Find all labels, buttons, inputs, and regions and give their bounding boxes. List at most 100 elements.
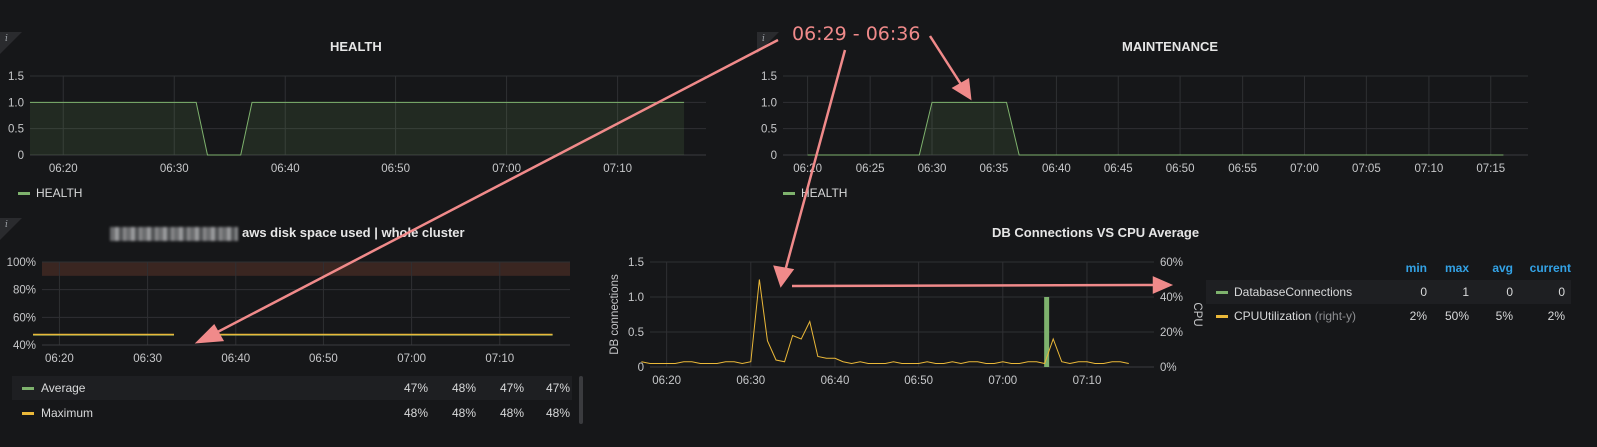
x-tick-label: 06:40 xyxy=(1042,163,1071,175)
db-panel: DB Connections VS CPU Average 0 0.5 1.0 1.5… xyxy=(608,218,1597,447)
x-tick-label: 06:25 xyxy=(856,163,885,175)
legend-value: 2% xyxy=(1547,309,1565,323)
panel-title[interactable]: DB Connections VS CPU Average xyxy=(992,225,1200,240)
disk-legend: Average 47% 48% 47% 47% Maximum 48% 48% … xyxy=(12,376,584,428)
legend-row[interactable]: CPUUtilization (right-y) 2% 50% 5% 2% xyxy=(1206,304,1571,328)
y-tick-label: 1.5 xyxy=(628,257,644,269)
legend-header-min[interactable]: min xyxy=(1405,261,1427,275)
x-tick-label: 06:40 xyxy=(821,375,850,387)
disk-panel: i aws disk space used | whole cluster 40… xyxy=(0,218,600,447)
y-tick-label: 0.5 xyxy=(628,327,644,339)
x-tick-label: 06:30 xyxy=(160,163,189,175)
legend-value: 47% xyxy=(545,381,570,395)
legend-value: 2% xyxy=(1409,309,1427,323)
legend-value: 0 xyxy=(1558,285,1565,299)
x-tick-label: 06:45 xyxy=(1104,163,1133,175)
x-tick-label: 06:50 xyxy=(309,353,338,365)
x-tick-label: 06:30 xyxy=(736,375,765,387)
y-tick-label: 0 xyxy=(638,362,644,374)
health-panel: i HEALTH 0 0.5 1.0 1.5 06:20 06:30 06:40 06:50 0… xyxy=(0,32,760,212)
panel-info-icon[interactable]: i xyxy=(0,218,22,240)
threshold-band xyxy=(42,262,570,276)
legend-value: 5% xyxy=(1495,309,1513,323)
x-tick-label: 06:50 xyxy=(904,375,933,387)
y2-axis-label: CPU xyxy=(1191,302,1203,326)
series-line xyxy=(807,101,1504,156)
x-tick-label: 07:00 xyxy=(492,163,521,175)
legend-swatch xyxy=(22,387,34,390)
x-tick-label: 06:20 xyxy=(49,163,78,175)
x-tick-label: 06:30 xyxy=(133,353,162,365)
legend-value: 50% xyxy=(1444,309,1469,323)
legend-row[interactable]: Average 47% 48% 47% 47% xyxy=(12,376,572,400)
y-tick-label: 40% xyxy=(13,340,36,352)
legend-swatch xyxy=(1216,291,1228,295)
legend-label: CPUUtilization xyxy=(1234,309,1312,323)
x-tick-label: 07:05 xyxy=(1352,163,1381,175)
legend-header-current[interactable]: current xyxy=(1529,261,1571,275)
legend-header-max[interactable]: max xyxy=(1444,261,1469,275)
series-area xyxy=(30,102,685,155)
y2-tick-label: 40% xyxy=(1160,292,1183,304)
legend-item-health[interactable]: HEALTH xyxy=(783,186,847,200)
x-tick-label: 06:30 xyxy=(918,163,947,175)
x-tick-label: 07:10 xyxy=(485,353,514,365)
x-tick-label: 07:00 xyxy=(397,353,426,365)
legend-swatch xyxy=(18,192,30,196)
panel-info-icon[interactable]: i xyxy=(0,32,22,54)
legend-value: 1 xyxy=(1462,285,1469,299)
maintenance-panel: i MAINTENANCE 0 0.5 1.0 1.5 06:20 06:25 06:30 0… xyxy=(757,32,1597,212)
x-tick-label: 06:40 xyxy=(221,353,250,365)
y-axis-label: DB connections xyxy=(609,274,621,355)
y-tick-label: 0 xyxy=(771,150,777,162)
legend-value: 48% xyxy=(499,406,524,420)
db-legend-table: min max avg current DatabaseConnections … xyxy=(1206,256,1571,328)
legend-value: 48% xyxy=(451,406,476,420)
y-tick-label: 0.5 xyxy=(8,124,24,136)
legend-value: 47% xyxy=(499,381,524,395)
y-tick-label: 100% xyxy=(7,257,36,269)
x-tick-label: 07:15 xyxy=(1476,163,1505,175)
panel-title[interactable]: MAINTENANCE xyxy=(1122,39,1219,54)
y-tick-label: 1.0 xyxy=(761,97,777,109)
legend-value: 47% xyxy=(403,381,428,395)
legend-row[interactable]: DatabaseConnections 0 1 0 0 xyxy=(1206,280,1571,304)
x-tick-label: 07:10 xyxy=(1415,163,1444,175)
legend-header-avg[interactable]: avg xyxy=(1492,261,1513,275)
legend-header-row: min max avg current xyxy=(1206,256,1571,280)
legend-scrollbar[interactable] xyxy=(579,376,583,424)
legend-row[interactable]: Maximum 48% 48% 48% 48% xyxy=(12,401,572,425)
bar-mark xyxy=(1044,297,1050,367)
x-tick-label: 06:40 xyxy=(271,163,300,175)
y2-tick-label: 0% xyxy=(1160,362,1177,374)
series-line xyxy=(641,279,1129,365)
x-tick-label: 06:50 xyxy=(381,163,410,175)
series-area xyxy=(807,102,1504,155)
x-tick-label: 06:20 xyxy=(652,375,681,387)
health-chart: 0 0.5 1.0 1.5 06:20 06:30 06:40 06:50 07:00 07:10 xyxy=(8,71,706,175)
legend-label: Maximum xyxy=(41,406,94,420)
x-tick-label: 06:50 xyxy=(1166,163,1195,175)
legend-value: 0 xyxy=(1420,285,1427,299)
legend-value: 48% xyxy=(403,406,428,420)
y-tick-label: 1.5 xyxy=(8,71,24,83)
legend-item-health[interactable]: HEALTH xyxy=(18,186,82,200)
legend-value: 48% xyxy=(545,406,570,420)
x-tick-label: 06:20 xyxy=(45,353,74,365)
x-tick-label: 07:10 xyxy=(1073,375,1102,387)
redacted-cluster-name xyxy=(110,226,238,241)
legend-value: 48% xyxy=(451,381,476,395)
legend-label: DatabaseConnections xyxy=(1234,285,1353,299)
x-tick-label: 06:20 xyxy=(793,163,822,175)
y-tick-label: 0 xyxy=(18,150,24,162)
y2-tick-label: 60% xyxy=(1160,257,1183,269)
legend-swatch xyxy=(22,412,34,415)
x-tick-label: 06:55 xyxy=(1228,163,1257,175)
legend-swatch xyxy=(1216,315,1228,319)
y-tick-label: 80% xyxy=(13,285,36,297)
x-tick-label: 07:10 xyxy=(603,163,632,175)
legend-swatch xyxy=(783,192,795,196)
y-tick-label: 1.0 xyxy=(8,97,24,109)
x-tick-label: 07:00 xyxy=(1290,163,1319,175)
maintenance-chart: 0 0.5 1.0 1.5 06:20 06:25 06:30 06:35 06:40 06:45… xyxy=(761,71,1528,175)
